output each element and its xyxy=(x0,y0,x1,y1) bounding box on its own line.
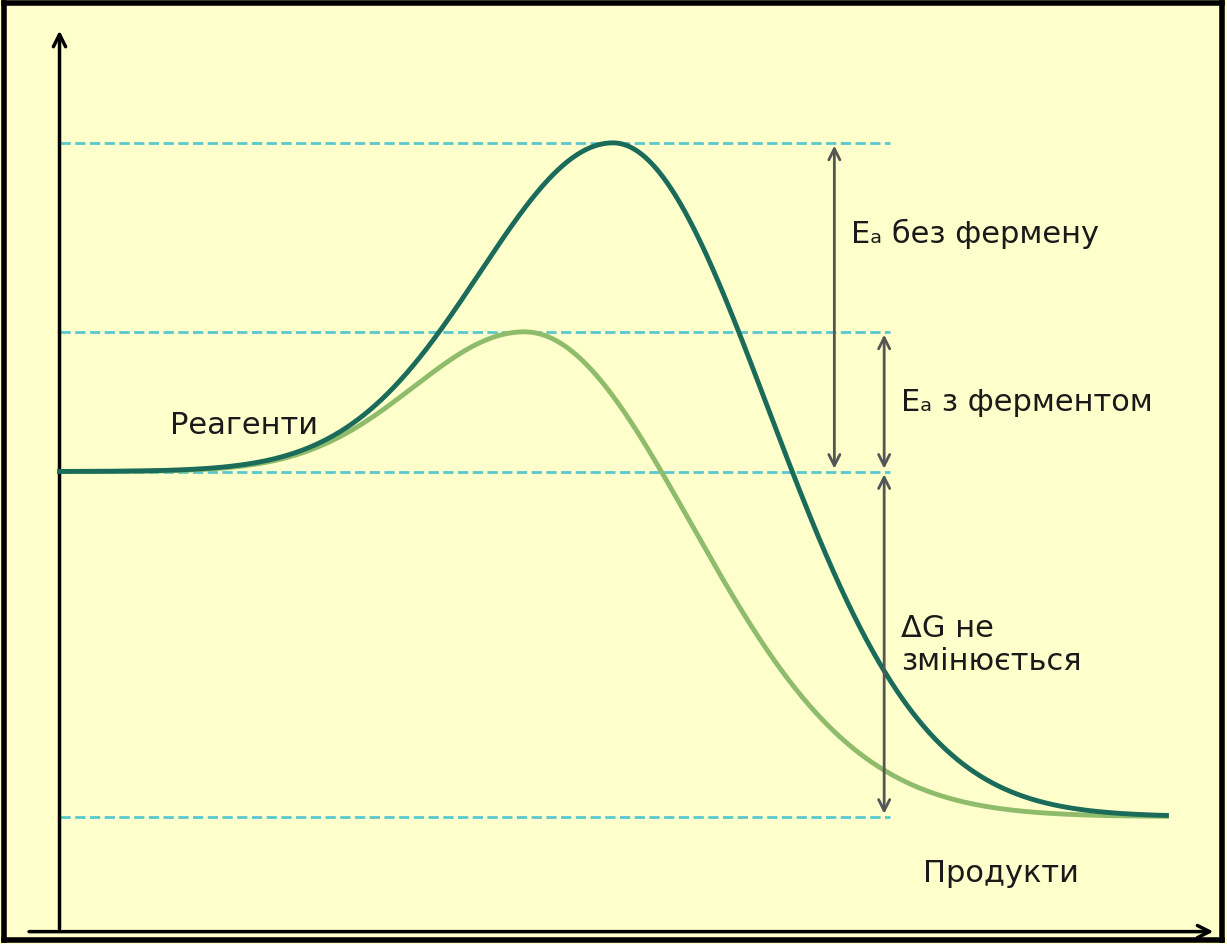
Text: Eₐ з ферментом: Eₐ з ферментом xyxy=(901,388,1152,416)
Text: ΔG не
змінюється: ΔG не змінюється xyxy=(901,613,1081,676)
Text: Eₐ без фермену: Eₐ без фермену xyxy=(852,219,1099,249)
Text: Продукти: Продукти xyxy=(923,858,1079,886)
Text: Реагенти: Реагенти xyxy=(171,411,318,439)
